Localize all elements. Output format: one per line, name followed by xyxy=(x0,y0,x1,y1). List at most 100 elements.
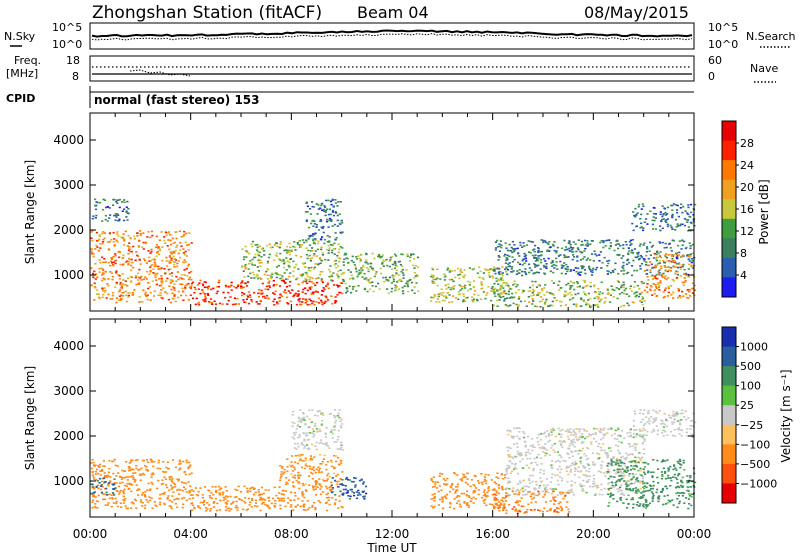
data-cell-region-0 xyxy=(155,273,158,275)
data-cell-region-2 xyxy=(221,493,224,496)
data-cell-region-4 xyxy=(336,225,339,227)
data-cell-region-4 xyxy=(321,236,324,238)
data-cell-region-8 xyxy=(523,252,526,255)
data-cell-region-3 xyxy=(298,240,301,242)
data-cell-region-0 xyxy=(157,459,160,462)
data-cell-region-5 xyxy=(398,260,402,263)
data-cell-region-4 xyxy=(315,203,318,205)
data-cell-region-2 xyxy=(206,288,210,290)
data-cell-region-7 xyxy=(573,288,576,291)
data-cell-region-8 xyxy=(544,501,548,503)
data-cell-region-8 xyxy=(510,250,513,252)
data-cell-region-0 xyxy=(91,474,94,476)
data-cell-region-9 xyxy=(681,290,684,293)
data-cell-region-3 xyxy=(330,459,333,462)
data-cell-region-0 xyxy=(101,232,104,235)
data-cell-region-6 xyxy=(458,495,461,497)
data-cell-region-8 xyxy=(537,264,540,267)
data-cell-region-3 xyxy=(299,458,302,460)
data-cell-region-9 xyxy=(637,488,640,491)
data-cell-region-6 xyxy=(477,493,480,496)
data-cell-region-5 xyxy=(389,259,392,261)
data-cell-region-3 xyxy=(310,266,313,269)
data-cell-region-8 xyxy=(497,507,500,509)
data-cell-region-0 xyxy=(145,278,148,280)
data-cell-region-7 xyxy=(511,462,514,465)
data-cell-region-7 xyxy=(578,285,581,288)
data-cell-region-8 xyxy=(516,500,519,502)
data-cell-region-8 xyxy=(537,255,540,257)
data-cell-region-7 xyxy=(641,435,644,438)
data-cell-region-4 xyxy=(297,420,300,423)
data-cell-region-0 xyxy=(102,465,105,467)
data-cell-region-7 xyxy=(571,444,575,446)
data-cell-region-6 xyxy=(444,275,447,278)
data-cell-region-7 xyxy=(494,295,497,298)
data-cell-region-6 xyxy=(441,299,444,302)
data-cell-region-10 xyxy=(683,224,687,227)
data-cell-region-10 xyxy=(652,206,655,209)
data-cell-region-2 xyxy=(299,505,302,508)
data-cell-region-3 xyxy=(266,278,270,280)
data-cell-region-0 xyxy=(107,284,110,287)
data-cell-region-8 xyxy=(562,264,565,267)
data-cell-region-2 xyxy=(300,303,303,306)
data-cell-region-7 xyxy=(505,469,508,472)
data-cell-region-8 xyxy=(539,268,542,270)
data-cell-region-7 xyxy=(583,453,586,455)
data-cell-region-8 xyxy=(692,267,695,269)
data-cell-region-3 xyxy=(303,241,306,244)
data-cell-region-2 xyxy=(227,299,230,302)
cpid-text: normal (fast stereo) 153 xyxy=(94,93,260,107)
data-cell-region-2 xyxy=(212,506,215,508)
data-cell-region-3 xyxy=(242,258,245,261)
data-cell-region-8 xyxy=(625,272,628,275)
data-cell-region-3 xyxy=(314,263,317,265)
data-cell-region-6 xyxy=(500,502,503,505)
data-cell-region-7 xyxy=(569,286,572,289)
data-cell-region-0 xyxy=(170,479,173,481)
data-cell-region-7 xyxy=(631,453,634,456)
data-cell-region-8 xyxy=(534,266,537,268)
data-cell-region-2 xyxy=(264,503,267,506)
data-cell-region-8 xyxy=(620,270,623,272)
data-cell-region-8 xyxy=(505,257,508,259)
data-cell-region-0 xyxy=(119,263,122,266)
data-cell-region-2 xyxy=(206,508,209,510)
data-cell-region-6 xyxy=(434,481,437,483)
data-cell-region-0 xyxy=(186,275,189,277)
data-cell-region-7 xyxy=(612,457,615,459)
data-cell-region-7 xyxy=(543,431,547,434)
data-cell-region-7 xyxy=(512,487,515,489)
data-cell-region-8 xyxy=(675,256,678,259)
data-cell-region-5 xyxy=(378,288,381,290)
data-cell-region-5 xyxy=(362,266,365,268)
data-cell-region-1 xyxy=(118,219,121,222)
data-cell-region-2 xyxy=(221,303,224,305)
data-cell-region-10 xyxy=(654,217,657,219)
data-cell-region-9 xyxy=(656,256,659,259)
data-cell-region-2 xyxy=(224,498,227,500)
data-cell-region-0 xyxy=(160,280,163,283)
data-cell-region-0 xyxy=(158,497,161,500)
data-cell-region-8 xyxy=(521,259,524,262)
data-cell-region-2 xyxy=(219,499,222,502)
data-cell-region-3 xyxy=(309,457,312,460)
data-cell-region-9 xyxy=(682,284,685,286)
data-cell-region-7 xyxy=(579,435,582,437)
data-cell-region-6 xyxy=(445,493,449,496)
data-cell-region-6 xyxy=(495,490,498,492)
data-cell-region-0 xyxy=(120,506,123,508)
data-cell-region-0 xyxy=(101,480,104,483)
data-cell-region-3 xyxy=(322,458,325,460)
data-cell-region-6 xyxy=(453,507,456,510)
data-cell-region-4 xyxy=(297,436,300,439)
data-cell-region-0 xyxy=(93,506,96,508)
data-cell-region-6 xyxy=(445,288,448,290)
data-cell-region-7 xyxy=(560,300,563,303)
data-cell-region-3 xyxy=(321,478,324,481)
data-cell-region-8 xyxy=(636,252,639,254)
data-cell-region-1 xyxy=(105,491,108,494)
data-cell-region-3 xyxy=(279,465,282,467)
